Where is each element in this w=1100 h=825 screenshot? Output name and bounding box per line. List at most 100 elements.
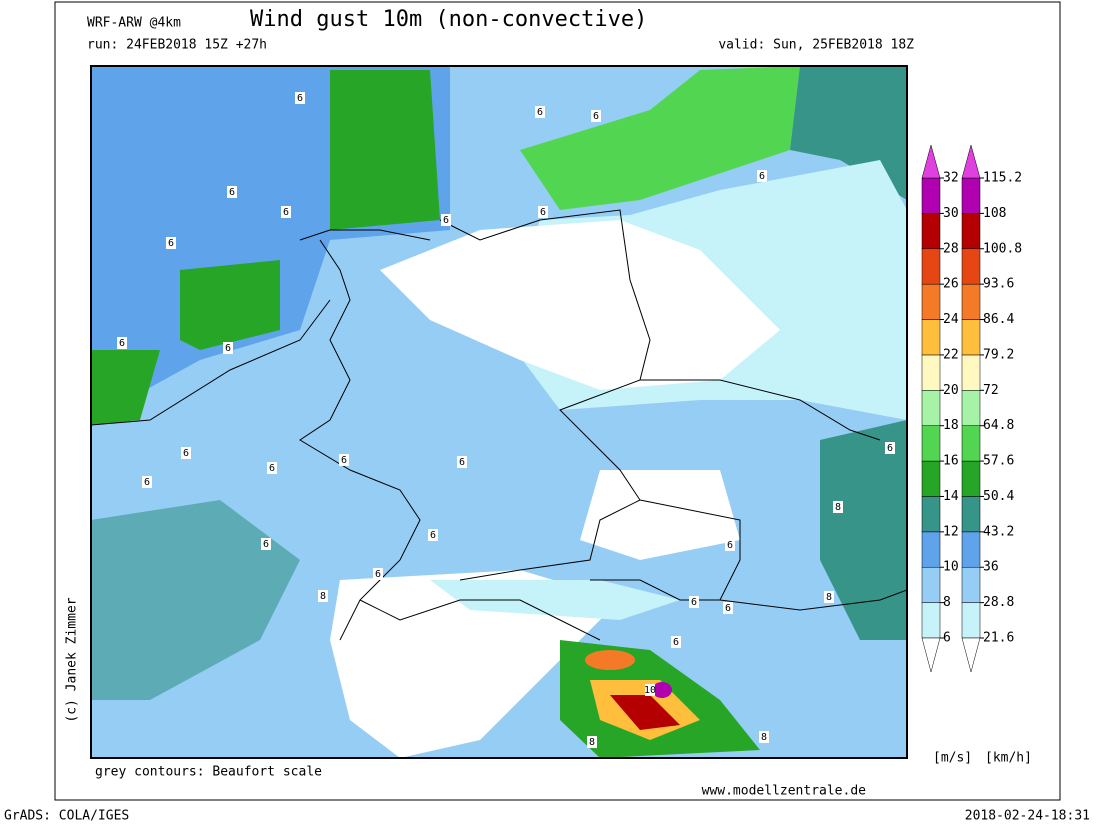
tick-label-ms: 24 [943,312,959,327]
model-label: WRF-ARW @4km [87,16,181,31]
contour-label: 8 [589,737,595,748]
tick-label-ms: 20 [943,383,959,398]
tick-label-kmh: 36 [983,560,999,575]
label-bg [166,237,176,249]
tick-label-ms: 14 [943,489,959,504]
frame [54,1,1061,801]
footer-site: www.modellzentrale.de [702,784,867,799]
contour-label: 8 [826,592,832,603]
contour-label: 6 [593,111,599,122]
label-bg [671,636,681,648]
software: GrADS: COLA/IGES [4,809,129,824]
contour-label: 6 [144,477,150,488]
contour-label: 6 [443,215,449,226]
colorbar-cell [921,390,941,426]
label-bg [757,170,767,182]
label-bg [281,206,291,218]
tick-label-ms: 10 [943,560,959,575]
contour-label: 6 [537,107,543,118]
map-border [90,65,908,759]
colorbar-cell [921,602,941,639]
label-bg [223,342,233,354]
tick-label-kmh: 115.2 [983,171,1022,186]
contour-label: 6 [283,207,289,218]
unit-ms: [m/s] [933,751,972,766]
colorbar-bottom [961,637,981,673]
contour-label: 6 [691,597,697,608]
label-bg [373,568,383,580]
run-label: run: 24FEB2018 15Z +27h [87,38,267,53]
contour-label: 6 [430,530,436,541]
contour-label: 6 [540,207,546,218]
colorbar-cell [921,354,941,391]
colorbar-bottom [921,637,941,673]
contour-label: 6 [119,338,125,349]
colorbar-cell [961,177,981,214]
contour-label: 6 [341,455,347,466]
contour-label: 10 [644,685,656,696]
valid-label: valid: Sun, 25FEB2018 18Z [718,38,914,53]
contour-label: 6 [225,343,231,354]
contour-label: 6 [263,539,269,550]
colorbar-cell [961,531,981,568]
tick-label-ms: 22 [943,347,959,362]
tick-label-kmh: 72 [983,383,999,398]
label-bg [117,337,127,349]
map-title: Wind gust 10m (non-convective) [250,7,647,32]
label-bg [295,92,305,104]
colorbar-cell [921,566,941,603]
tick-label-kmh: 28.8 [983,595,1014,610]
tick-label-kmh: 93.6 [983,277,1014,292]
colorbar-cell [961,602,981,639]
colorbar-cell [961,319,981,356]
contour-label: 6 [183,448,189,459]
contour-label: 6 [375,569,381,580]
label-bg [267,462,277,474]
colorbar-cell [961,460,981,497]
contour-labels: 6 6 6 6 6 6 6 6 6 6 6 6 6 6 6 6 6 6 6 6 6 6 6 6 8 8 8 8 8 10 [117,92,895,748]
colorbar-cell [921,425,941,462]
label-bg [457,456,467,468]
colorbar-top [961,144,981,179]
colorbar-cell [921,460,941,497]
colorbar-cell [961,425,981,462]
tick-label-kmh: 50.4 [983,489,1014,504]
contour-label: 6 [673,637,679,648]
timestamp: 2018-02-24-18:31 [965,809,1090,824]
tick-label-kmh: 64.8 [983,418,1014,433]
contour-label: 6 [229,187,235,198]
colorbar-cell [921,496,941,533]
colorbar-cell [961,496,981,533]
tick-label-kmh: 43.2 [983,524,1014,539]
label-bg [885,442,895,454]
tick-label-kmh: 100.8 [983,241,1022,256]
colorbar-cell [961,213,981,250]
unit-kmh: [km/h] [985,751,1032,766]
tick-label-ms: 32 [943,171,959,186]
label-bg [759,731,769,743]
colorbar-cell [921,248,941,285]
label-bg [689,596,699,608]
tick-label-kmh: 79.2 [983,347,1014,362]
label-bg [591,110,601,122]
tick-label-kmh: 21.6 [983,631,1014,646]
footer-note: grey contours: Beaufort scale [95,765,322,780]
colorbar: 6 21.6 8 28.8 10 36 12 43.2 14 50.4 16 57.6 18 64.8 20… [921,144,1022,673]
contour-label: 6 [727,540,733,551]
label-bg [181,447,191,459]
label-bg [441,214,451,226]
tick-label-ms: 26 [943,277,959,292]
label-bg [645,684,655,696]
contour-label: 6 [297,93,303,104]
contour-label: 8 [835,502,841,513]
colorbar-cell [921,213,941,250]
contour-label: 8 [761,732,767,743]
colorbar-cell [961,390,981,426]
tick-label-ms: 30 [943,206,959,221]
label-bg [318,590,328,602]
tick-label-kmh: 57.6 [983,454,1014,469]
map [91,66,907,758]
label-bg [824,591,834,603]
tick-label-kmh: 86.4 [983,312,1014,327]
